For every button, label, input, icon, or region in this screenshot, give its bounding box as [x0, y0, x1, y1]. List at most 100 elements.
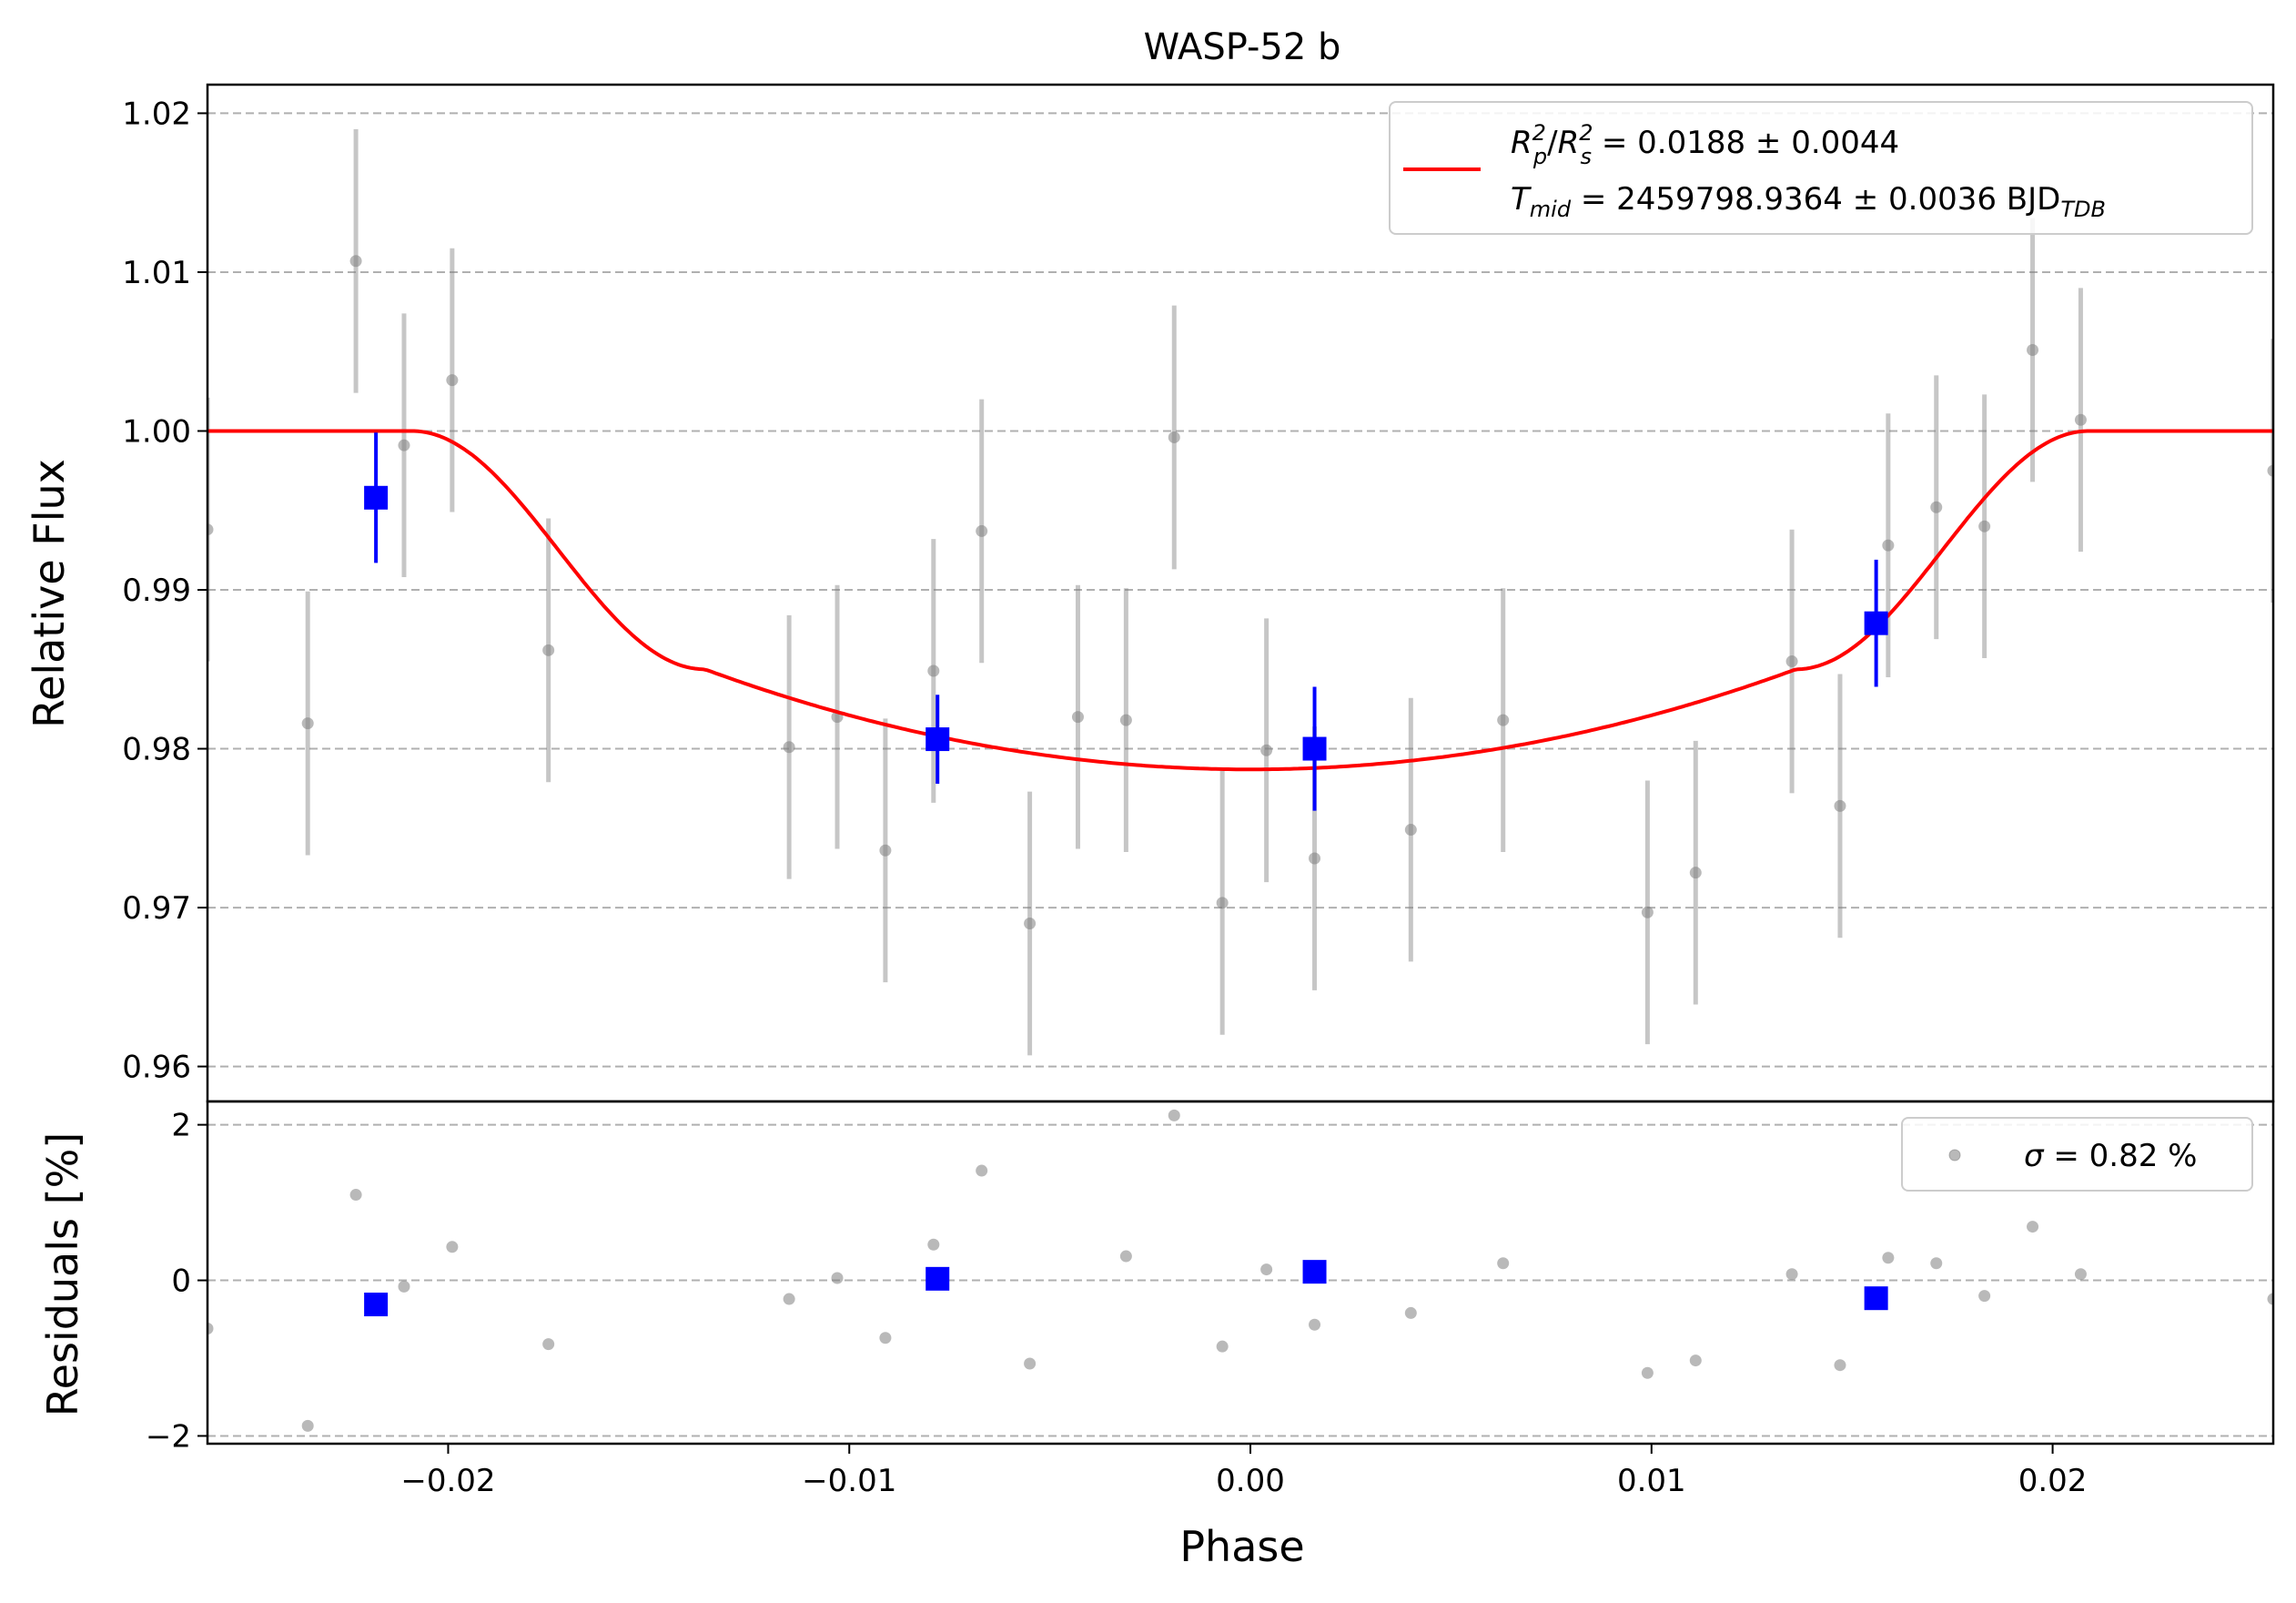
flux-legend-box	[1389, 101, 2253, 235]
residual-point	[301, 1419, 314, 1432]
flux-point	[783, 741, 795, 754]
residuals-y-tick-label: 0	[171, 1263, 191, 1300]
flux-errorbars	[207, 128, 2273, 1056]
residual-point	[398, 1280, 410, 1293]
residuals-panel: −2 0 2 −0.02 −0.01 0.00 0.01 0.02 σ = 0.82 %	[146, 1100, 2275, 1499]
residual-point	[207, 1323, 214, 1335]
x-axis-label: Phase	[1179, 1522, 1304, 1571]
binned-residual-point	[1864, 1286, 1888, 1311]
residual-point	[1689, 1354, 1702, 1367]
flux-point	[2267, 464, 2273, 477]
flux-y-tick-label: 0.96	[122, 1050, 191, 1086]
flux-point	[1834, 799, 1846, 812]
flux-panel: 0.96 0.97 0.98 0.99 1.00 1.01 1.02 R2 p/R2 s = 0…	[122, 83, 2275, 1103]
flux-point	[1168, 431, 1180, 443]
flux-point	[1404, 824, 1417, 837]
residual-point	[1024, 1357, 1037, 1370]
flux-point	[1071, 711, 1084, 724]
residuals-y-tick-label: −2	[146, 1418, 191, 1455]
residual-point	[349, 1189, 362, 1202]
flux-point	[301, 717, 314, 730]
flux-point	[927, 665, 940, 677]
y-axis-label-residuals: Residuals [%]	[38, 1132, 87, 1416]
flux-point	[1978, 520, 1991, 533]
residuals-y-tick-label: 2	[171, 1108, 191, 1144]
flux-point	[1641, 906, 1654, 918]
flux-y-tick-label: 0.98	[122, 732, 191, 768]
residual-point	[1785, 1268, 1798, 1281]
residual-point	[927, 1238, 940, 1251]
flux-grid	[207, 112, 2273, 1068]
residual-point	[783, 1293, 795, 1305]
residual-point	[1978, 1290, 1991, 1303]
flux-point	[542, 644, 555, 656]
residual-point	[2267, 1293, 2273, 1305]
x-tick-label: 0.00	[1216, 1463, 1285, 1499]
binned-residual-point	[1302, 1260, 1327, 1284]
flux-point	[1260, 744, 1273, 756]
flux-point	[446, 374, 459, 387]
flux-point	[1119, 714, 1132, 726]
flux-point	[879, 844, 892, 857]
residual-point	[2074, 1268, 2087, 1281]
legend-mid-transit-time: Tmid = 2459798.9364 ± 0.0036 BJDTDB	[1511, 181, 2106, 222]
legend-radius-ratio: R2 p/R2 s = 0.0188 ± 0.0044	[1511, 120, 1899, 169]
residual-point	[1119, 1250, 1132, 1263]
flux-y-tick-label: 1.02	[122, 96, 191, 132]
x-tick-label: −0.02	[400, 1463, 495, 1499]
flux-y-tick-label: 0.97	[122, 890, 191, 927]
residual-point	[879, 1332, 892, 1344]
flux-point	[1216, 897, 1229, 909]
binned-flux-points	[364, 432, 1888, 811]
flux-point	[1689, 867, 1702, 879]
flux-point	[398, 439, 410, 451]
x-tick-label: 0.02	[2018, 1463, 2088, 1499]
residual-point	[542, 1338, 555, 1351]
flux-point	[207, 523, 214, 536]
flux-point	[1024, 918, 1037, 930]
residual-point	[2027, 1221, 2039, 1233]
x-tick-label: 0.01	[1617, 1463, 1686, 1499]
residual-point	[1497, 1257, 1510, 1270]
residual-point	[1260, 1263, 1273, 1276]
y-axis-label-flux: Relative Flux	[25, 459, 74, 728]
flux-point	[1882, 539, 1895, 552]
binned-flux-point	[364, 485, 389, 510]
residual-points	[207, 1109, 2273, 1432]
flux-point	[1309, 852, 1321, 865]
flux-point	[2074, 413, 2087, 426]
flux-y-ticks: 0.96 0.97 0.98 0.99 1.00 1.01 1.02	[122, 96, 207, 1086]
residual-point	[1309, 1318, 1321, 1331]
residual-point	[976, 1164, 988, 1177]
legend-sigma: σ = 0.82 %	[2024, 1138, 2197, 1174]
binned-residual-point	[925, 1266, 950, 1291]
flux-point	[349, 255, 362, 268]
residual-point	[1641, 1366, 1654, 1379]
residual-point	[1168, 1109, 1180, 1121]
flux-point	[976, 524, 988, 537]
x-axis-ticks: −0.02 −0.01 0.00 0.01 0.02	[400, 1444, 2087, 1499]
residuals-legend: σ = 0.82 %	[1901, 1117, 2253, 1192]
flux-legend: R2 p/R2 s = 0.0188 ± 0.0044 Tmid = 2459798…	[1389, 101, 2253, 235]
flux-axes-frame	[206, 83, 2275, 1103]
x-tick-label: −0.01	[802, 1463, 896, 1499]
transit-model-line	[207, 429, 2273, 772]
flux-point	[1785, 655, 1798, 668]
flux-point	[1497, 714, 1510, 726]
flux-y-tick-label: 1.01	[122, 255, 191, 291]
flux-points	[207, 255, 2273, 930]
binned-residual-points	[364, 1260, 1888, 1317]
residual-point	[1882, 1252, 1895, 1264]
residual-point	[1930, 1257, 1943, 1270]
binned-flux-point	[1302, 736, 1327, 761]
residuals-axes-frame	[206, 1100, 2275, 1446]
flux-y-tick-label: 1.00	[122, 413, 191, 450]
residuals-legend-box	[1901, 1117, 2253, 1192]
legend-residual-marker	[1948, 1149, 1961, 1162]
binned-residual-point	[364, 1293, 389, 1317]
flux-y-tick-label: 0.99	[122, 573, 191, 609]
residual-point	[831, 1272, 844, 1284]
chart-title: WASP-52 b	[1144, 26, 1341, 68]
binned-flux-point	[925, 727, 950, 752]
